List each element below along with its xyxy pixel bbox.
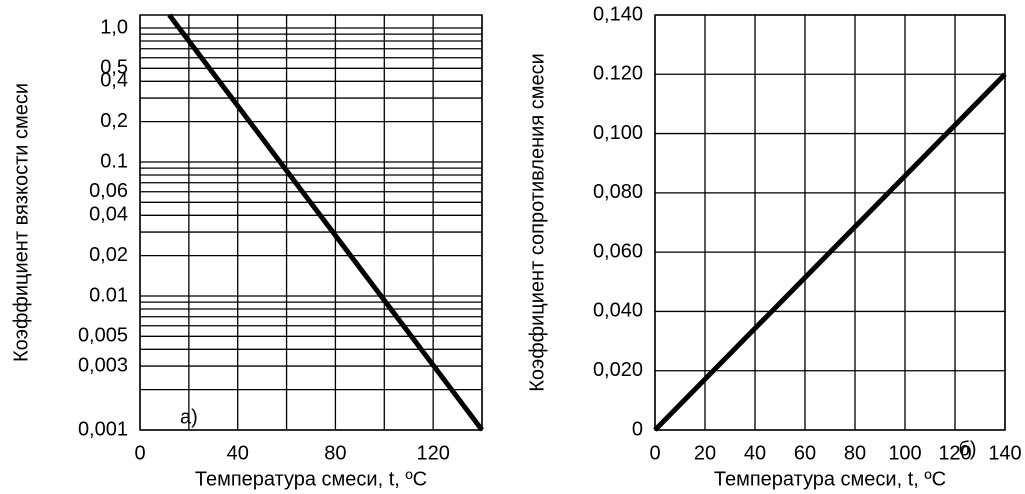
x-tick-label: 60: [794, 442, 816, 464]
y-tick-label: 0,2: [100, 110, 128, 132]
x-tick-label: 100: [888, 442, 921, 464]
x-tick-label: 80: [324, 442, 346, 464]
y-tick-label: 0.120: [593, 63, 643, 85]
x-tick-label: 40: [227, 442, 249, 464]
x-tick-label: 80: [844, 442, 866, 464]
y-tick-label: 0.01: [89, 284, 128, 306]
x-tick-label: 0: [134, 442, 145, 464]
y-tick-label: 0,06: [89, 180, 128, 202]
y-tick-label: 0,100: [593, 122, 643, 144]
data-line: [653, 72, 1007, 432]
y-tick-label: 0,060: [593, 240, 643, 262]
y-tick-label: 1,0: [100, 16, 128, 38]
y-tick-label: 0,003: [78, 354, 128, 376]
x-tick-label: 0: [649, 442, 660, 464]
y-tick-label: 0,5: [100, 57, 128, 79]
y-tick-label: 0,040: [593, 300, 643, 322]
y-tick-label: 0,080: [593, 181, 643, 203]
x-axis-title: Температура смеси, t, ºС: [195, 468, 427, 490]
x-tick-label: 40: [744, 442, 766, 464]
y-tick-label: 0.1: [100, 150, 128, 172]
y-tick-label: 0,001: [78, 418, 128, 440]
x-tick-label: 120: [938, 442, 971, 464]
x-tick-label: 120: [416, 442, 449, 464]
y-tick-label: 0,020: [593, 359, 643, 381]
annotation: б): [958, 438, 976, 460]
y-tick-label: 0: [632, 418, 643, 440]
y-tick-label: 0,140: [593, 3, 643, 25]
y-tick-label: 0,005: [78, 325, 128, 347]
data-line: [167, 13, 484, 432]
annotation: а): [180, 406, 198, 428]
y-axis-title: Коэффициент сопротивления смеси: [526, 53, 548, 392]
y-axis-title: Коэффициент вязкости смеси: [10, 83, 32, 362]
x-tick-label: 20: [694, 442, 716, 464]
x-tick-label: 140: [988, 442, 1021, 464]
y-tick-label: 0,4: [100, 70, 128, 92]
x-axis-title: Температура смеси, t, ºС: [714, 468, 946, 490]
y-tick-label: 0,02: [89, 244, 128, 266]
plot-frame: [654, 14, 1006, 431]
plot-frame: [139, 14, 483, 431]
y-tick-label: 0,04: [89, 204, 128, 226]
